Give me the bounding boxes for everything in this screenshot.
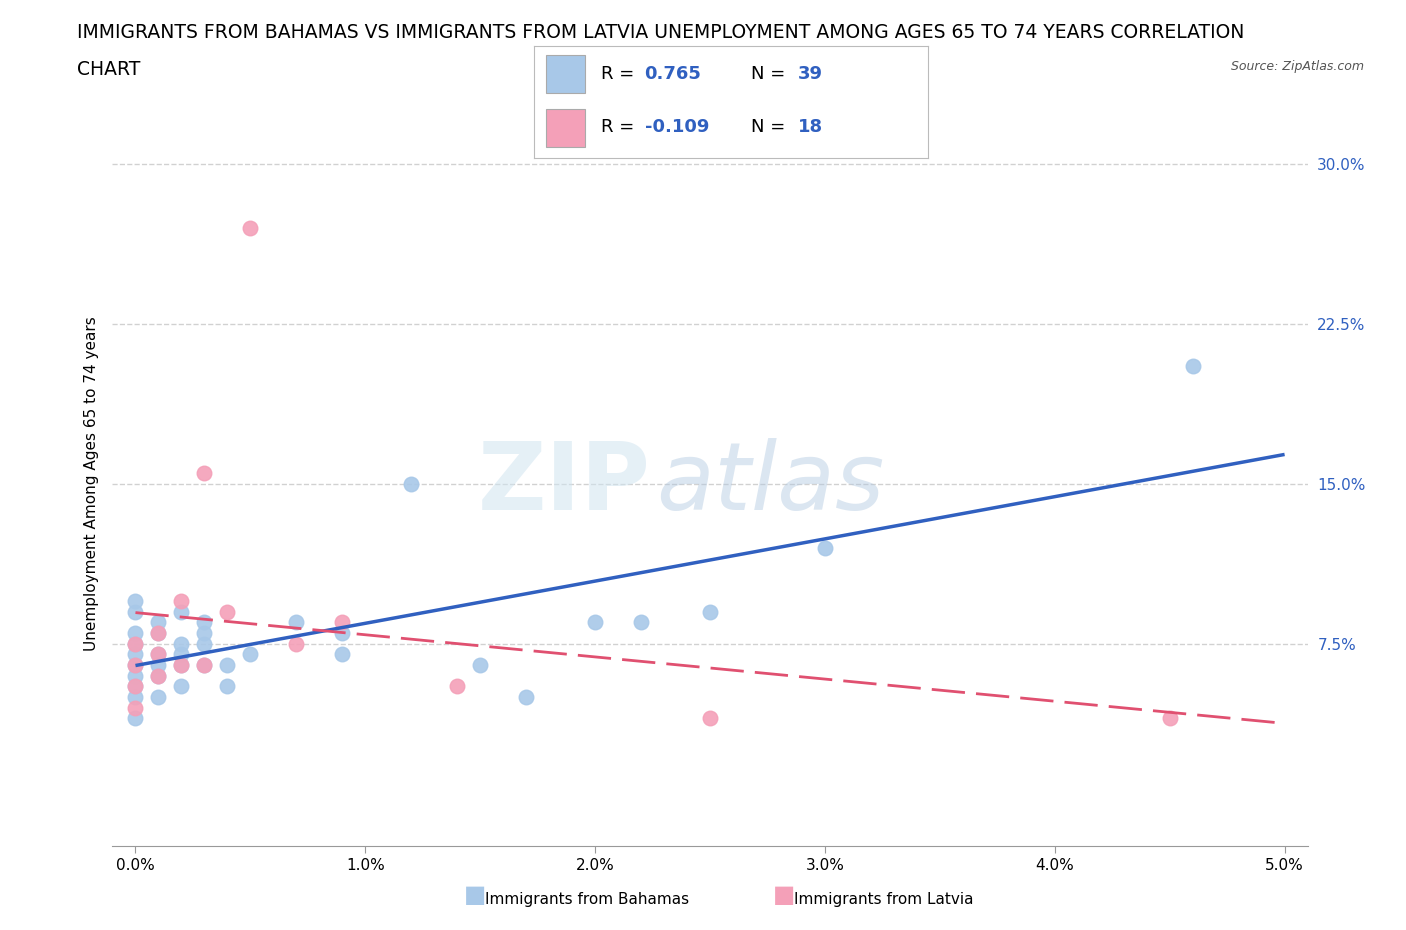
Point xyxy=(148,668,170,683)
Point xyxy=(699,604,721,619)
Text: N =: N = xyxy=(751,118,790,136)
Point xyxy=(124,626,146,641)
Point xyxy=(583,615,606,630)
Y-axis label: Unemployment Among Ages 65 to 74 years: Unemployment Among Ages 65 to 74 years xyxy=(83,316,98,651)
Point xyxy=(124,658,146,672)
Point xyxy=(148,658,170,672)
Point xyxy=(193,466,215,481)
Point xyxy=(170,658,193,672)
Point xyxy=(148,647,170,662)
Text: R =: R = xyxy=(602,118,640,136)
Point xyxy=(285,636,308,651)
Text: ZIP: ZIP xyxy=(478,438,651,529)
Point xyxy=(330,615,353,630)
Point xyxy=(193,636,215,651)
Point xyxy=(148,668,170,683)
Point xyxy=(699,711,721,725)
Point xyxy=(193,658,215,672)
Point xyxy=(170,679,193,694)
Point xyxy=(124,679,146,694)
Point xyxy=(124,668,146,683)
Text: R =: R = xyxy=(602,65,640,84)
Point xyxy=(148,689,170,704)
Point xyxy=(285,615,308,630)
Text: ■: ■ xyxy=(773,883,796,907)
Point xyxy=(124,711,146,725)
Text: 39: 39 xyxy=(799,65,823,84)
Point xyxy=(124,689,146,704)
Point xyxy=(124,658,146,672)
Point xyxy=(239,220,262,235)
Point xyxy=(124,679,146,694)
Text: Source: ZipAtlas.com: Source: ZipAtlas.com xyxy=(1230,60,1364,73)
Text: -0.109: -0.109 xyxy=(644,118,709,136)
Text: Immigrants from Latvia: Immigrants from Latvia xyxy=(794,892,974,907)
Point xyxy=(814,540,837,555)
Point xyxy=(170,604,193,619)
Point xyxy=(148,626,170,641)
Text: 0.765: 0.765 xyxy=(644,65,702,84)
Point xyxy=(170,636,193,651)
Point xyxy=(1181,359,1204,374)
Point xyxy=(170,593,193,608)
Point xyxy=(193,615,215,630)
Text: ■: ■ xyxy=(464,883,486,907)
Point xyxy=(217,604,239,619)
Text: Immigrants from Bahamas: Immigrants from Bahamas xyxy=(485,892,689,907)
Point xyxy=(148,615,170,630)
Point xyxy=(239,647,262,662)
Text: 18: 18 xyxy=(799,118,823,136)
Bar xyxy=(546,56,585,93)
Point xyxy=(330,626,353,641)
Point xyxy=(330,647,353,662)
Point xyxy=(124,636,146,651)
Point xyxy=(124,636,146,651)
Point xyxy=(124,700,146,715)
Point xyxy=(193,626,215,641)
Point xyxy=(148,626,170,641)
Point xyxy=(446,679,468,694)
Point xyxy=(470,658,492,672)
Point xyxy=(217,679,239,694)
Point xyxy=(124,604,146,619)
Text: CHART: CHART xyxy=(77,60,141,79)
Point xyxy=(1159,711,1181,725)
Point xyxy=(170,658,193,672)
Point xyxy=(148,647,170,662)
Point xyxy=(124,647,146,662)
Point xyxy=(401,476,423,491)
Point xyxy=(124,593,146,608)
Point xyxy=(217,658,239,672)
Point xyxy=(170,647,193,662)
Point xyxy=(515,689,537,704)
Text: atlas: atlas xyxy=(657,438,884,529)
Point xyxy=(193,658,215,672)
Point xyxy=(630,615,652,630)
Bar xyxy=(546,109,585,147)
Text: N =: N = xyxy=(751,65,790,84)
Text: IMMIGRANTS FROM BAHAMAS VS IMMIGRANTS FROM LATVIA UNEMPLOYMENT AMONG AGES 65 TO : IMMIGRANTS FROM BAHAMAS VS IMMIGRANTS FR… xyxy=(77,23,1244,42)
